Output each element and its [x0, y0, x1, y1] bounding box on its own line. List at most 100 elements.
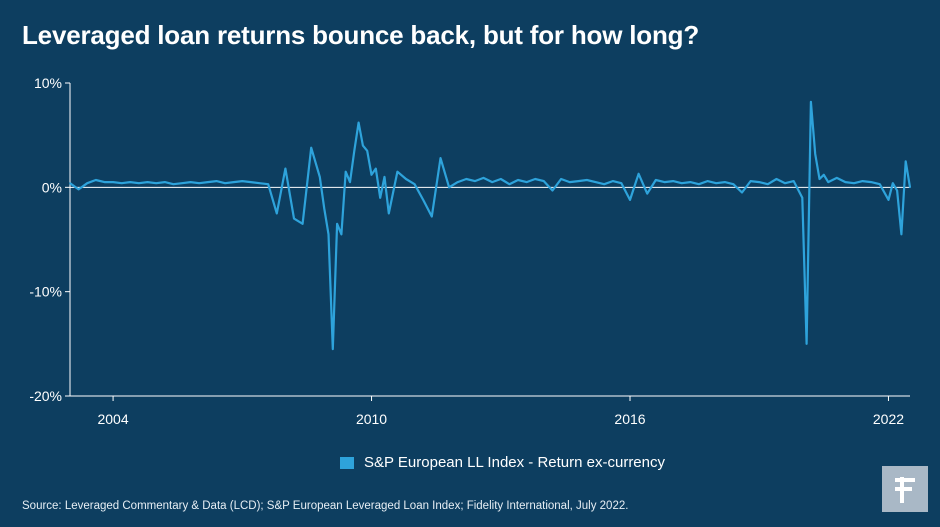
data-point: [818, 178, 821, 180]
data-point: [586, 179, 588, 181]
data-point: [155, 182, 157, 184]
data-point: [387, 212, 390, 215]
data-point: [543, 180, 545, 182]
logo-glyph: [895, 477, 915, 503]
data-point: [706, 180, 709, 182]
data-point: [689, 181, 692, 183]
data-point: [198, 182, 201, 184]
data-point: [784, 182, 786, 184]
data-point: [732, 183, 735, 186]
data-point: [293, 217, 295, 220]
data-point: [422, 199, 425, 201]
data-point: [129, 181, 132, 183]
data-point: [900, 233, 903, 236]
data-point: [331, 348, 334, 350]
y-tick-label: -20%: [29, 388, 62, 404]
data-point: [491, 181, 493, 183]
data-point: [637, 172, 640, 175]
data-point: [749, 180, 752, 182]
data-point: [379, 196, 381, 199]
data-point: [560, 178, 562, 180]
data-point: [482, 177, 485, 179]
data-point: [525, 181, 528, 183]
data-point: [655, 179, 657, 181]
x-tick-label: 2022: [873, 411, 904, 427]
data-point: [646, 192, 649, 195]
data-point: [146, 181, 149, 183]
data-point: [431, 215, 433, 218]
data-point: [844, 181, 847, 183]
data-point: [465, 178, 468, 180]
data-point: [499, 178, 502, 180]
legend-label: S&P European LL Index - Return ex-curren…: [364, 454, 665, 471]
data-point: [275, 212, 278, 215]
data-point: [698, 183, 700, 186]
data-point: [594, 181, 597, 183]
data-point: [370, 174, 373, 176]
data-point: [909, 186, 911, 189]
data-point: [405, 178, 407, 180]
series-line: [69, 100, 912, 351]
data-point: [827, 181, 829, 183]
data-point: [603, 183, 605, 186]
chart-title: Leveraged loan returns bounce back, but …: [22, 20, 700, 50]
data-point: [879, 183, 881, 186]
data-point: [258, 182, 261, 184]
data-point: [805, 343, 808, 345]
fidelity-logo-icon: [882, 466, 928, 512]
data-point: [323, 207, 325, 209]
data-point: [301, 223, 304, 225]
legend-swatch: [340, 456, 354, 469]
data-point: [232, 181, 235, 183]
data-point: [723, 181, 726, 183]
data-point: [357, 121, 360, 124]
data-point: [224, 182, 226, 184]
data-point: [611, 180, 614, 182]
data-point: [474, 180, 476, 182]
y-tick-label: -10%: [29, 284, 62, 300]
data-point: [814, 153, 817, 155]
data-point: [870, 181, 873, 183]
data-point: [810, 100, 812, 103]
data-point: [629, 199, 631, 201]
data-point: [163, 181, 166, 183]
data-point: [95, 179, 97, 181]
data-point: [250, 181, 252, 183]
x-tick-label: 2004: [97, 411, 128, 427]
x-tick-label: 2016: [614, 411, 645, 427]
data-point: [448, 186, 450, 189]
data-point: [138, 182, 140, 184]
data-point: [207, 181, 209, 183]
data-point: [896, 189, 898, 192]
data-point: [310, 146, 313, 149]
data-point: [792, 180, 795, 182]
legend: S&P European LL Index - Return ex-curren…: [340, 454, 665, 471]
data-point: [319, 176, 321, 178]
data-point: [891, 182, 894, 184]
data-point: [349, 181, 351, 183]
data-point: [112, 181, 114, 183]
data-point: [267, 183, 269, 186]
data-point: [508, 183, 511, 186]
data-point: [672, 180, 674, 182]
data-point: [823, 174, 825, 176]
data-point: [396, 170, 399, 173]
data-point: [551, 189, 554, 192]
data-point: [181, 182, 183, 184]
data-point: [680, 182, 683, 184]
data-point: [904, 160, 907, 163]
data-point: [189, 181, 192, 183]
data-point: [861, 180, 864, 182]
data-point: [568, 181, 571, 183]
data-point: [375, 167, 377, 170]
data-point: [362, 144, 364, 147]
data-point: [767, 183, 769, 186]
data-point: [835, 177, 838, 179]
y-tick-label: 10%: [34, 75, 62, 91]
data-point: [715, 182, 717, 184]
data-point: [69, 182, 71, 184]
data-point: [853, 182, 855, 184]
data-point: [241, 180, 244, 182]
data-point: [327, 233, 330, 236]
data-point: [344, 170, 347, 173]
